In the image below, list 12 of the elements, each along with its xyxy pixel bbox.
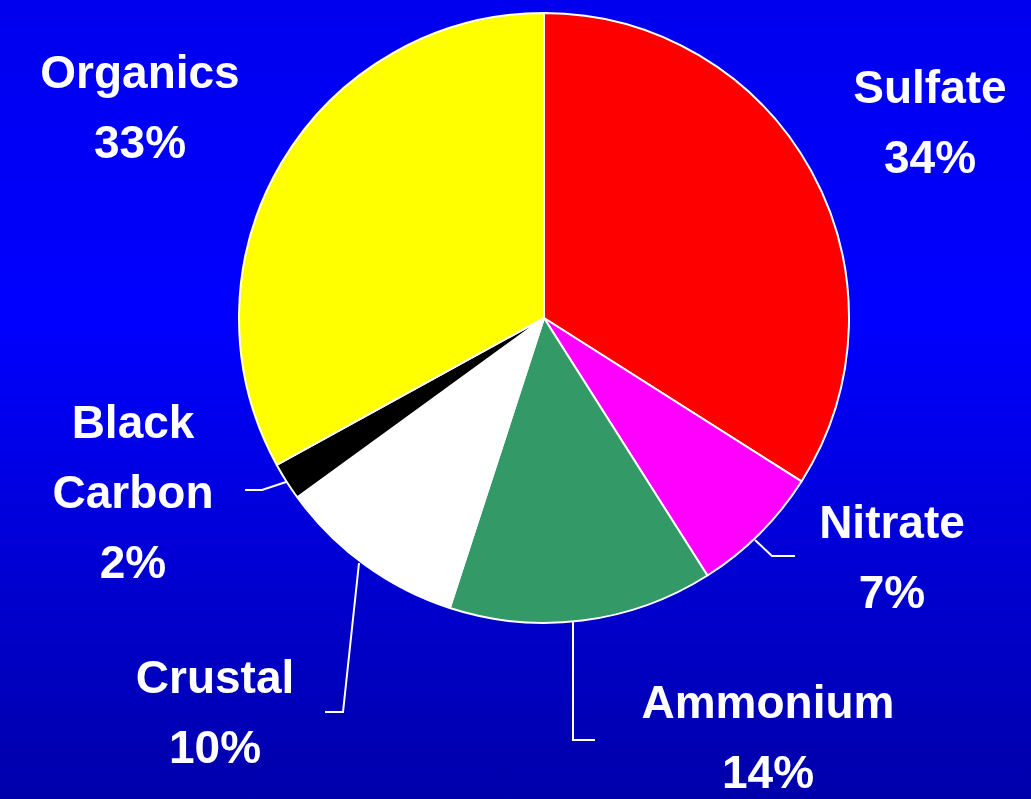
- data-label: 33%: [93, 115, 187, 168]
- data-label: 34%: [883, 130, 977, 183]
- slice-label: Black Carbon: [52, 395, 214, 518]
- slice-label: Ammonium: [641, 675, 895, 728]
- slice-label: Crustal: [135, 650, 295, 703]
- data-label: 10%: [168, 720, 262, 773]
- data-label: 2%: [99, 535, 167, 588]
- slice-label: Nitrate: [819, 495, 965, 548]
- slice-label: Sulfate: [853, 60, 1007, 113]
- data-label: 7%: [858, 565, 926, 618]
- slice-label: Organics: [40, 45, 240, 98]
- data-label: 14%: [721, 745, 815, 798]
